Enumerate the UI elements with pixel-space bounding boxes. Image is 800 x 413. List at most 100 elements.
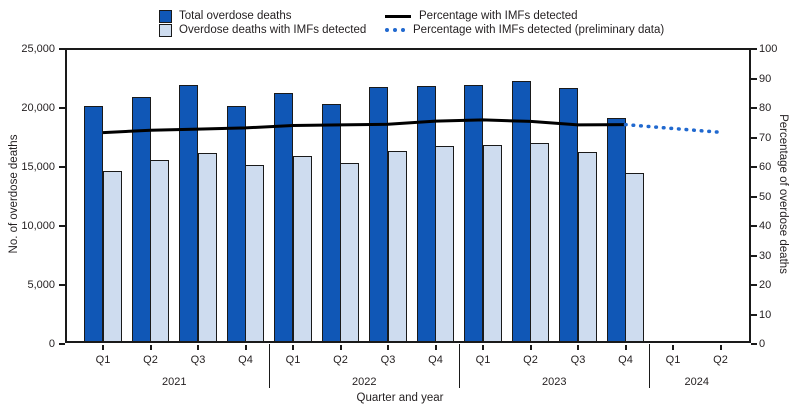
imf-deaths-bar	[292, 155, 312, 341]
imf-deaths-bar	[150, 160, 169, 341]
quarter-tick	[624, 345, 627, 350]
year-divider	[458, 344, 460, 388]
right-axis-tick-label: 50	[759, 190, 772, 203]
right-axis-tick	[751, 225, 757, 227]
quarter-tick	[197, 345, 199, 350]
right-axis-tick	[751, 313, 757, 316]
quarter-label: Q2	[143, 354, 158, 366]
quarter-tick	[577, 345, 579, 350]
right-axis-tick	[751, 343, 757, 345]
left-axis-tick	[59, 284, 65, 286]
quarter-tick	[292, 345, 294, 350]
imf-deaths-bar	[387, 151, 407, 341]
legend-label-pct-prelim: Percentage with IMFs detected (prelimina…	[413, 24, 665, 36]
quarter-label: Q1	[95, 354, 111, 366]
left-axis-tick-label: 10,000	[21, 220, 55, 232]
right-axis-tick-label: 30	[759, 249, 772, 262]
right-axis-tick-label: 10	[759, 308, 772, 321]
right-axis-tick-label: 100	[759, 43, 778, 55]
right-axis-tick-label: 0	[759, 338, 766, 350]
legend-item-imf: Overdose deaths with IMFs detected	[159, 23, 366, 37]
legend-label-total: Total overdose deaths	[179, 10, 292, 22]
year-label: 2023	[542, 376, 567, 388]
imf-deaths-bar	[245, 165, 264, 341]
imf-deaths-bar	[197, 153, 217, 341]
left-axis-tick-label: 15,000	[21, 161, 55, 173]
imf-deaths-bar	[577, 152, 597, 341]
quarter-label: Q2	[523, 354, 538, 366]
quarter-label: Q2	[713, 354, 728, 366]
pct-imf-prelim-line	[623, 122, 723, 135]
right-axis-tick	[751, 48, 757, 50]
quarter-label: Q3	[570, 354, 586, 366]
left-axis-tick	[59, 343, 65, 345]
year-divider	[268, 344, 270, 388]
right-axis-tick	[751, 166, 757, 168]
plot-area: 0 5,000 10,000 15,000 20,000 25,000 0 10 20 30 40 5…	[21, 44, 777, 388]
dotted-line-swatch-icon	[385, 28, 405, 32]
quarter-label: Q2	[333, 354, 348, 366]
imf-deaths-bar	[102, 171, 122, 341]
quarter-tick	[434, 345, 437, 350]
quarter-tick	[339, 345, 342, 350]
imf-deaths-swatch-icon	[159, 23, 172, 37]
quarter-label: Q3	[380, 354, 396, 366]
left-axis-tick-label: 5,000	[27, 279, 55, 291]
imf-deaths-bar	[625, 173, 644, 341]
solid-line-swatch-icon	[385, 14, 411, 18]
quarter-tick	[387, 345, 389, 350]
right-axis-tick	[751, 136, 757, 139]
right-axis-tick	[751, 107, 757, 109]
quarter-label: Q4	[428, 354, 443, 366]
left-axis-title: No. of overdose deaths	[8, 134, 20, 254]
quarter-tick	[482, 345, 484, 350]
quarter-tick	[149, 345, 152, 350]
right-axis-tick-label: 90	[759, 72, 772, 85]
right-axis-tick	[751, 77, 757, 80]
quarter-tick	[244, 345, 247, 350]
right-axis-tick	[751, 195, 757, 198]
x-axis-title: Quarter and year	[356, 392, 444, 404]
quarter-tick	[672, 345, 674, 350]
percentage-lines	[102, 118, 723, 135]
quarter-label: Q3	[190, 354, 206, 366]
right-axis-tick	[751, 284, 757, 286]
left-axis-tick-label: 25,000	[21, 43, 55, 55]
right-axis-tick-label: 40	[759, 220, 772, 232]
left-axis-tick-label: 20,000	[21, 102, 55, 114]
left-axis-tick-label: 0	[48, 338, 55, 350]
total-deaths-swatch-icon	[159, 9, 172, 23]
legend-item-pct: Percentage with IMFs detected	[385, 9, 578, 23]
right-axis-tick	[751, 254, 757, 257]
pct-imf-line	[102, 118, 626, 135]
imf-deaths-bar	[530, 142, 549, 341]
year-label: 2024	[684, 376, 709, 388]
quarter-label: Q1	[285, 354, 301, 366]
quarter-tick	[719, 345, 722, 350]
left-axis-tick	[59, 48, 65, 50]
right-axis-title: Percentage of overdose deaths	[777, 114, 789, 274]
quarter-label: Q1	[475, 354, 491, 366]
legend-item-pct-prelim: Percentage with IMFs detected (prelimina…	[385, 23, 664, 37]
right-axis-tick-label: 80	[759, 102, 772, 114]
quarter-label: Q4	[618, 354, 633, 366]
year-label: 2021	[162, 376, 187, 388]
year-divider	[648, 344, 650, 388]
right-axis-tick-label: 60	[759, 161, 772, 173]
imf-deaths-bar	[435, 146, 454, 341]
quarter-tick	[102, 345, 104, 350]
left-axis-tick	[59, 107, 65, 109]
quarter-tick	[529, 345, 532, 350]
imf-deaths-bar	[482, 145, 502, 341]
right-axis-tick-label: 20	[759, 279, 772, 291]
legend-label-pct: Percentage with IMFs detected	[419, 10, 578, 22]
quarter-label: Q1	[665, 354, 681, 366]
right-axis-tick-label: 70	[759, 131, 772, 144]
quarter-label: Q4	[238, 354, 253, 366]
year-label: 2022	[352, 376, 377, 388]
imf-deaths-bar	[340, 162, 359, 341]
legend-item-total: Total overdose deaths	[159, 9, 292, 23]
left-axis-tick	[59, 166, 65, 168]
legend-label-imf: Overdose deaths with IMFs detected	[179, 24, 367, 36]
